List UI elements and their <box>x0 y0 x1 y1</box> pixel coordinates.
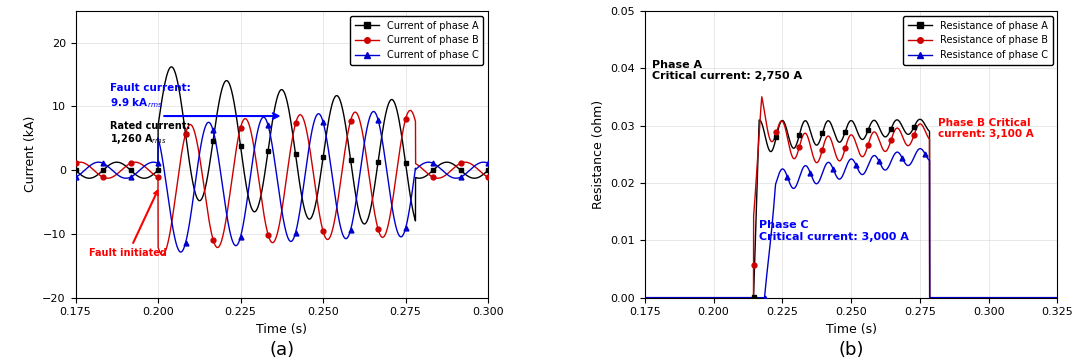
Text: Phase A
Critical current: 2,750 A: Phase A Critical current: 2,750 A <box>652 60 802 81</box>
X-axis label: Time (s): Time (s) <box>825 323 876 336</box>
Y-axis label: Current (kA): Current (kA) <box>24 116 37 192</box>
Text: (a): (a) <box>270 341 295 359</box>
Legend: Current of phase A, Current of phase B, Current of phase C: Current of phase A, Current of phase B, … <box>350 16 483 65</box>
Text: Fault current:: Fault current: <box>110 82 191 93</box>
Legend: Resistance of phase A, Resistance of phase B, Resistance of phase C: Resistance of phase A, Resistance of pha… <box>903 16 1052 65</box>
Y-axis label: Resistance (ohm): Resistance (ohm) <box>592 100 605 209</box>
Text: Fault initiated: Fault initiated <box>90 191 167 258</box>
Text: 9.9 kA$_{rms}$: 9.9 kA$_{rms}$ <box>110 97 163 110</box>
Text: Rated current:: Rated current: <box>110 121 191 131</box>
Text: (b): (b) <box>838 341 864 359</box>
X-axis label: Time (s): Time (s) <box>257 323 308 336</box>
Text: Phase B Critical
current: 3,100 A: Phase B Critical current: 3,100 A <box>938 118 1034 139</box>
Text: 1,260 A$_{rms}$: 1,260 A$_{rms}$ <box>110 131 167 146</box>
Text: Phase C
Critical current: 3,000 A: Phase C Critical current: 3,000 A <box>759 220 909 242</box>
